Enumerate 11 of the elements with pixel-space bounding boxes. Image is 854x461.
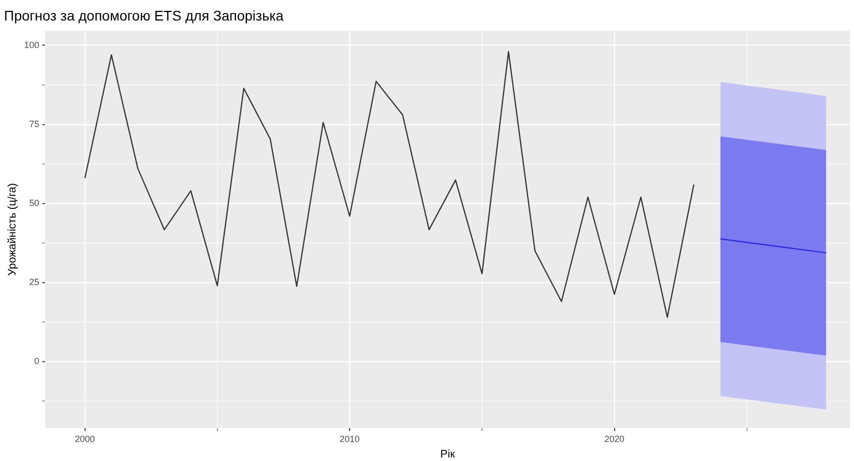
x-axis-title: Рік [440,448,456,460]
y-axis-title: Урожайність (ц/га) [6,183,19,276]
y-tick-label: 75 [29,118,40,129]
y-tick-label: 0 [34,356,40,366]
x-tick-label: 2000 [74,434,95,444]
y-tick-label: 25 [29,277,40,288]
y-tick-label: 100 [24,40,40,50]
x-tick-label: 2020 [604,434,624,444]
y-tick-label: 50 [29,198,40,208]
chart-title: Прогноз за допомогою ETS для Запорізька [4,7,284,24]
x-tick-label: 2010 [340,434,360,444]
